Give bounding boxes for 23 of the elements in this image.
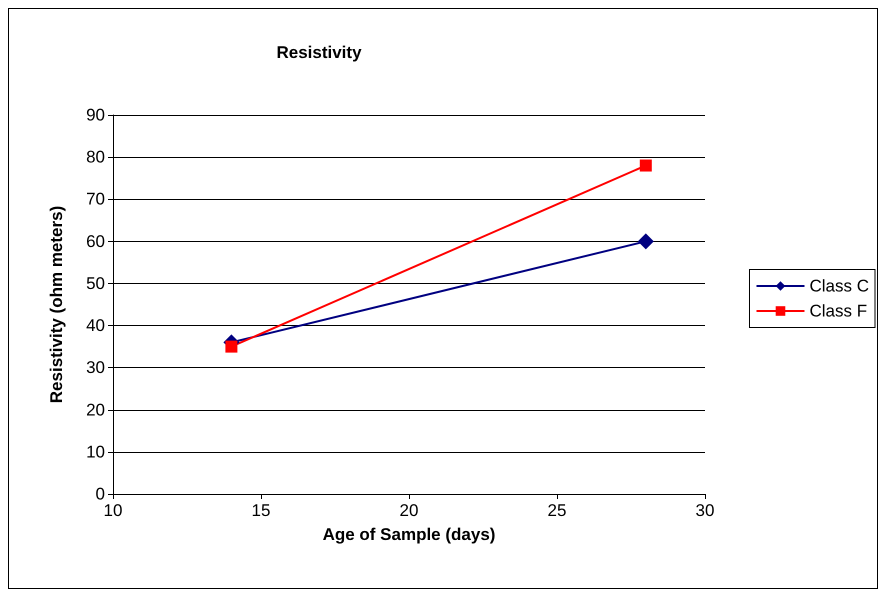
legend-label: Class C xyxy=(809,276,870,296)
y-tick-label: 70 xyxy=(86,190,105,209)
y-tick-label: 10 xyxy=(86,442,105,462)
legend-label: Class F xyxy=(809,302,868,320)
y-tick-label: 30 xyxy=(86,358,105,378)
x-axis-title: Age of Sample (days) xyxy=(322,525,496,544)
x-tick-label: 25 xyxy=(548,501,566,520)
x-tick-label: 30 xyxy=(696,501,714,520)
x-tick-label: 15 xyxy=(252,501,270,520)
y-axis-title: Resistivity (ohm meters) xyxy=(47,206,66,404)
x-tick-label: 20 xyxy=(400,501,418,520)
y-tick-label: 60 xyxy=(86,232,105,251)
x-tick-label: 10 xyxy=(104,501,122,520)
y-tick-label: 0 xyxy=(96,484,105,504)
y-tick-label: 50 xyxy=(86,274,105,293)
point xyxy=(638,233,654,250)
y-tick-label: 20 xyxy=(86,400,105,420)
point xyxy=(225,340,238,353)
y-tick-label: 40 xyxy=(86,316,105,336)
y-tick-label: 80 xyxy=(86,148,105,167)
y-tick-label: 90 xyxy=(86,106,105,124)
chart-title: Resistivity xyxy=(276,43,362,62)
point xyxy=(640,160,652,172)
